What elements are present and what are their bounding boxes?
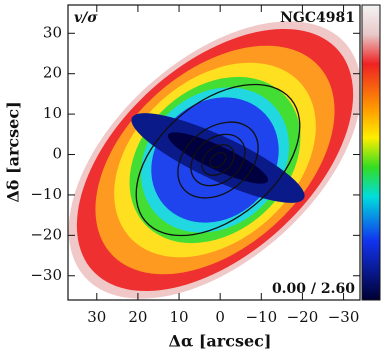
galaxy-name: NGC4981 [280,10,355,26]
x-tick-label: 30 [87,308,106,326]
plot-frame [67,4,361,301]
quantity-label: v/σ [74,10,98,26]
x-axis-label: Δα [arcsec] [169,332,272,351]
x-tick-label: −20 [287,308,319,326]
y-tick-label: −30 [30,266,62,284]
x-tick-label: 0 [215,308,225,326]
x-tick-label: −30 [328,308,360,326]
y-tick-label: 0 [52,145,62,163]
velocity-map [68,21,360,299]
y-tick-label: 30 [43,23,62,41]
x-tick-label: 20 [128,308,147,326]
x-tick-label: −10 [245,308,277,326]
y-tick-label: −20 [30,225,62,243]
y-tick-label: −10 [30,185,62,203]
y-tick-label: 20 [43,64,62,82]
x-tick-label: 10 [169,308,188,326]
y-axis-label: Δδ [arcsec] [4,101,23,202]
range-label: 0.00 / 2.60 [272,281,355,297]
y-tick-label: 10 [43,104,62,122]
colorbar [361,4,381,301]
